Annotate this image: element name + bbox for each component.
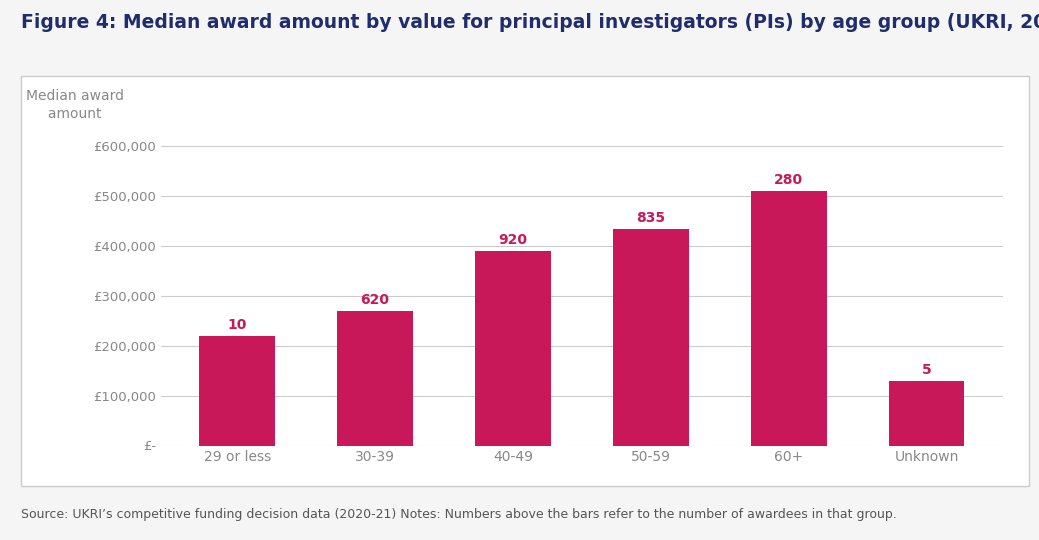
Text: 620: 620 bbox=[361, 293, 390, 307]
Bar bbox=[475, 251, 551, 446]
Bar bbox=[337, 311, 412, 446]
Bar bbox=[751, 191, 827, 446]
Text: 5: 5 bbox=[922, 363, 931, 377]
Text: 920: 920 bbox=[499, 233, 528, 247]
Text: 280: 280 bbox=[774, 173, 803, 187]
Text: Figure 4: Median award amount by value for principal investigators (PIs) by age : Figure 4: Median award amount by value f… bbox=[21, 14, 1039, 32]
Bar bbox=[613, 228, 689, 446]
Bar bbox=[888, 381, 964, 446]
Text: 10: 10 bbox=[228, 318, 247, 332]
Bar bbox=[199, 336, 275, 446]
Text: Source: UKRI’s competitive funding decision data (2020-21) Notes: Numbers above : Source: UKRI’s competitive funding decis… bbox=[21, 508, 897, 521]
Text: 835: 835 bbox=[636, 211, 665, 225]
Text: Median award
     amount: Median award amount bbox=[26, 89, 124, 122]
